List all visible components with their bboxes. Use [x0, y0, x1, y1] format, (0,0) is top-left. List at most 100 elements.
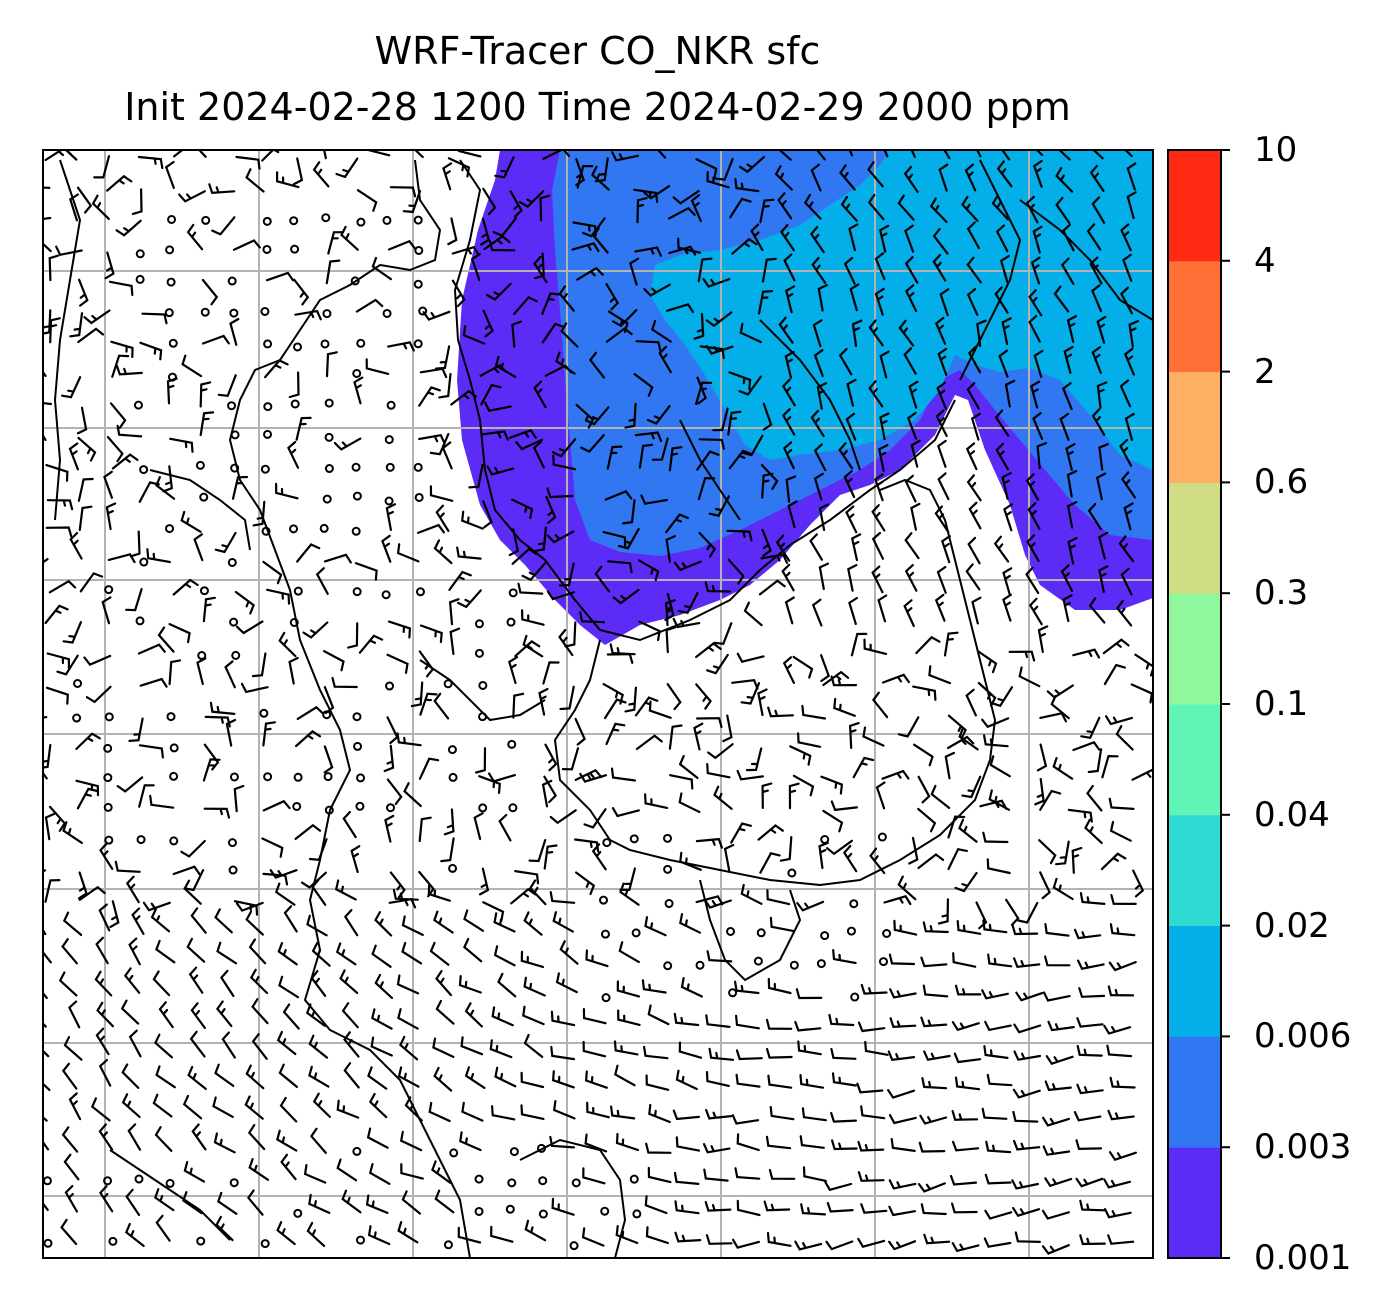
wind-barb	[152, 970, 171, 997]
wind-barb	[55, 245, 83, 257]
wind-barb	[559, 940, 579, 965]
wind-barb	[803, 193, 822, 220]
wind-barb	[552, 911, 574, 933]
wind-barb	[232, 239, 261, 251]
calm-circle	[448, 772, 458, 782]
map-frame	[42, 149, 1154, 1259]
wind-barb	[168, 659, 182, 686]
wind-barb	[1108, 1151, 1137, 1162]
wind-barb	[397, 1008, 419, 1030]
wind-barb	[1001, 317, 1012, 346]
wind-barb	[757, 290, 774, 315]
wind-barb	[43, 991, 48, 999]
wind-barb	[936, 381, 947, 410]
wind-barb	[1055, 840, 1070, 866]
calm-circle	[169, 743, 179, 753]
wind-barb	[713, 622, 733, 645]
wind-barb	[904, 532, 920, 560]
wind-barb	[529, 879, 547, 906]
wind-barb	[912, 685, 937, 701]
wind-barb	[234, 590, 255, 615]
wind-barb	[172, 865, 201, 876]
wind-barb	[856, 1082, 884, 1094]
calm-circle	[413, 462, 423, 472]
wind-barb	[1055, 196, 1071, 224]
wind-barb	[845, 412, 857, 441]
wind-barb	[784, 285, 796, 314]
wind-barb	[116, 424, 143, 438]
wind-barb	[1123, 347, 1135, 376]
wind-barb	[457, 589, 482, 609]
wind-barb	[356, 189, 378, 212]
wind-barb	[475, 747, 487, 774]
wind-barb	[278, 1063, 298, 1088]
wind-barb	[558, 562, 575, 587]
colorbar-tick-label: 0.001	[1254, 1238, 1352, 1278]
wind-barb	[125, 1188, 141, 1216]
wind-barb	[703, 1168, 729, 1182]
wind-barb	[236, 620, 264, 635]
wind-barb	[825, 1240, 854, 1251]
wind-barb	[173, 150, 185, 158]
wind-barb	[432, 1037, 455, 1058]
wind-barb	[961, 195, 979, 222]
wind-barb	[702, 278, 731, 288]
calm-circle	[538, 1209, 548, 1219]
wind-barb	[77, 477, 94, 502]
wind-barb	[251, 652, 267, 678]
colorbar-tick-label: 0.003	[1254, 1127, 1352, 1168]
wind-barb	[98, 1059, 112, 1087]
wind-barb	[1044, 955, 1071, 967]
wind-barb	[1098, 565, 1109, 593]
wind-barb	[1055, 167, 1074, 193]
wind-barb	[68, 1000, 81, 1029]
wind-barb	[768, 1168, 796, 1180]
calm-circle	[507, 739, 517, 749]
wind-barb	[1044, 1080, 1072, 1092]
wind-barb	[43, 401, 52, 406]
wind-barb	[954, 871, 978, 893]
wind-barb	[315, 567, 329, 595]
wind-barb	[1108, 797, 1135, 810]
wind-barb	[43, 869, 47, 873]
wind-barb	[442, 162, 453, 191]
wind-barb	[510, 887, 537, 905]
wind-barb	[961, 775, 982, 799]
wind-barb	[48, 805, 67, 832]
wind-barb	[766, 889, 791, 906]
wind-barb	[429, 432, 450, 456]
calm-circle	[351, 462, 361, 472]
wind-barb	[129, 530, 141, 558]
wind-barb	[162, 465, 173, 493]
wind-barb	[1108, 961, 1137, 972]
wind-barb	[1028, 597, 1043, 626]
calm-circle	[72, 713, 82, 723]
wind-barb	[1050, 694, 1070, 720]
colorbar-tick-label: 0.3	[1254, 573, 1309, 614]
calm-circle	[230, 430, 240, 440]
wind-barb	[1041, 1209, 1070, 1220]
wind-barb	[868, 380, 884, 408]
wind-barb	[69, 312, 84, 338]
wind-barb	[389, 871, 406, 899]
wind-barb	[276, 1129, 298, 1152]
wind-barb	[1110, 894, 1137, 905]
wind-barb	[266, 271, 295, 282]
wind-barb	[1087, 503, 1102, 531]
calm-circle	[753, 956, 763, 966]
wind-barb	[643, 283, 671, 297]
wind-barb	[679, 851, 702, 871]
wind-barb	[971, 596, 982, 625]
calm-circle	[507, 1178, 517, 1188]
wind-barb	[459, 1131, 482, 1152]
wind-barb	[612, 588, 640, 605]
wind-barb	[934, 593, 946, 622]
wind-barb	[728, 449, 753, 470]
wind-barb	[913, 743, 934, 767]
wind-barb	[1071, 846, 1083, 874]
calm-circle	[227, 557, 237, 567]
wind-barb	[1038, 839, 1057, 865]
calm-circle	[413, 339, 423, 349]
wind-barb	[1091, 346, 1102, 374]
wind-barb	[181, 354, 203, 378]
